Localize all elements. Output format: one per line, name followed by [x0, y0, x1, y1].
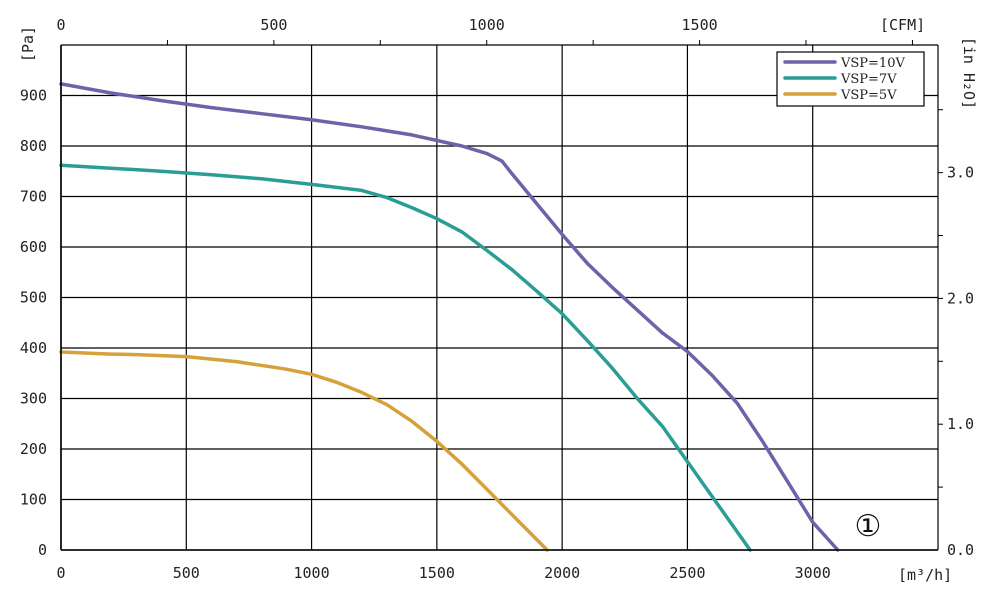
y-tick-label: 900: [20, 87, 47, 105]
x-tick-label: 3000: [795, 564, 831, 582]
top-tick-label: 500: [260, 16, 287, 34]
right-tick-label: 2.0: [947, 289, 974, 307]
legend-label: VSP=10V: [840, 56, 905, 71]
y-tick-label: 400: [20, 339, 47, 357]
top-tick-label: 0: [56, 16, 65, 34]
y-tick-label: 700: [20, 188, 47, 206]
y-axis-label-left: [Pa]: [19, 26, 37, 62]
y-axis-label-right: [in H₂O]: [960, 37, 978, 109]
right-tick-label: 1.0: [947, 415, 974, 433]
grid: [60, 44, 939, 551]
legend-label: VSP=5V: [840, 88, 897, 103]
axes: 0 500 1000 1500 2000 2500 3000 0 100 200 300 400 500…: [20, 16, 974, 582]
y-tick-label: 600: [20, 238, 47, 256]
y-tick-label: 300: [20, 390, 47, 408]
x-tick-label: 1500: [419, 564, 455, 582]
legend-label: VSP=7V: [840, 72, 897, 87]
y-tick-label: 0: [38, 541, 47, 559]
series-lines: [59, 82, 840, 552]
x-axis-label-bottom: [m³/h]: [898, 566, 952, 584]
x-tick-label: 0: [56, 564, 65, 582]
series-line-3: [59, 350, 549, 552]
y-tick-label: 100: [20, 491, 47, 509]
top-tick-label: 1500: [682, 16, 718, 34]
x-tick-label: 500: [173, 564, 200, 582]
series-line-2: [59, 163, 752, 552]
x-tick-label: 2000: [544, 564, 580, 582]
y-tick-label: 200: [20, 440, 47, 458]
x-axis-label-top: [CFM]: [880, 16, 925, 34]
y-tick-label: 500: [20, 289, 47, 307]
curve-marker-label: ①: [855, 509, 882, 544]
y-tick-label: 800: [20, 137, 47, 155]
right-tick-label: 0.0: [947, 541, 974, 559]
series-line-1: [59, 82, 840, 552]
top-tick-label: 1000: [469, 16, 505, 34]
right-tick-label: 3.0: [947, 164, 974, 182]
x-tick-label: 2500: [669, 564, 705, 582]
x-tick-label: 1000: [294, 564, 330, 582]
